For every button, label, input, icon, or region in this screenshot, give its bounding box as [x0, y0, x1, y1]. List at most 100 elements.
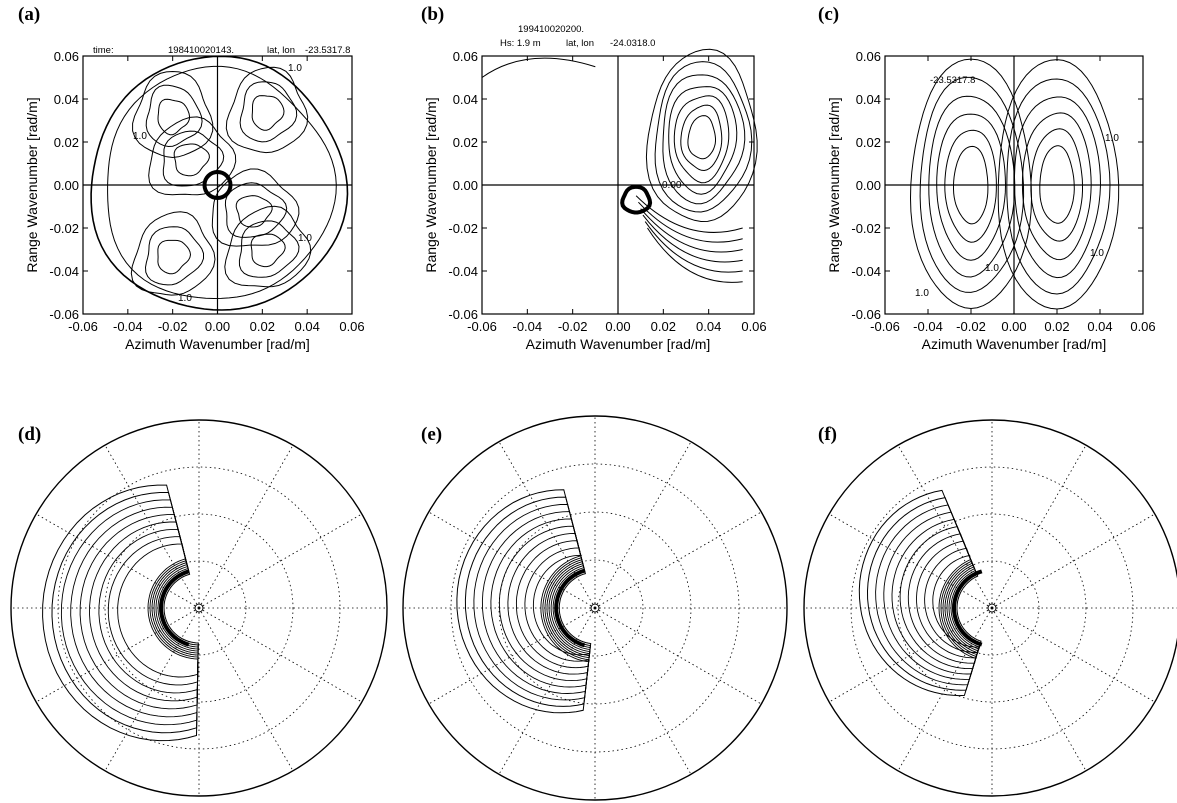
x-tick-label: 0.00 — [205, 319, 230, 334]
contour-line — [157, 239, 192, 275]
polar-contours — [456, 489, 592, 714]
x-tick-label: -0.06 — [870, 319, 900, 334]
panel-label: (b) — [421, 4, 444, 25]
y-tick-label: -0.06 — [49, 307, 79, 322]
contour-line — [42, 484, 199, 742]
header-text: -24.0318.0 — [610, 38, 655, 49]
contour-line — [211, 168, 300, 247]
y-axis-label: Range Wavenumber [rad/m] — [826, 97, 842, 272]
header-text: -23.5317.8 — [930, 75, 975, 86]
contour-line — [951, 569, 983, 647]
polar-ring — [944, 560, 1040, 656]
polar-ring — [151, 560, 247, 656]
contour-line — [620, 184, 653, 215]
y-tick-label: -0.04 — [448, 264, 478, 279]
polar-ring — [897, 513, 1087, 703]
contour-line — [997, 59, 1120, 310]
polar-outer-circle — [803, 419, 1177, 797]
y-tick-label: -0.02 — [851, 221, 881, 236]
contour-line — [90, 55, 349, 311]
polar-spoke — [198, 607, 294, 772]
contour-line — [490, 518, 591, 688]
contour-line — [173, 143, 210, 177]
x-tick-label: -0.02 — [956, 319, 986, 334]
x-tick-label: -0.02 — [558, 319, 588, 334]
contour-line — [224, 205, 312, 288]
contour-line — [638, 201, 743, 243]
x-tick-label: 0.00 — [1001, 319, 1026, 334]
contour-line — [642, 214, 743, 263]
polar-panel-d: (d) — [10, 419, 388, 797]
contour-line — [60, 499, 199, 726]
contour-line — [668, 86, 738, 195]
x-tick-label: 0.02 — [651, 319, 676, 334]
chart-panel-b: (b) 199410020200. Hs: 1.9 m lat, lon -24.031… — [421, 4, 767, 352]
contour-line — [202, 170, 233, 200]
y-tick-label: 0.06 — [856, 49, 881, 64]
header-text: lat, lon — [267, 45, 295, 56]
contour-line — [145, 84, 203, 148]
x-tick-label: 0.04 — [295, 319, 320, 334]
x-tick-label: -0.02 — [158, 319, 188, 334]
polar-spoke — [428, 607, 596, 705]
polar-contours — [858, 489, 983, 697]
polar-center-marker — [987, 603, 997, 613]
contour-line — [132, 70, 214, 159]
contour-line — [1039, 145, 1075, 224]
contour-line — [224, 182, 288, 238]
x-axis-label: Azimuth Wavenumber [rad/m] — [922, 336, 1107, 352]
y-tick-label: 0.06 — [54, 49, 79, 64]
contour-line — [891, 518, 979, 675]
contour-line — [932, 554, 981, 659]
contour-lines — [909, 58, 1120, 310]
panel-label: (c) — [818, 4, 839, 25]
contour-line — [687, 115, 716, 160]
polar-center-marker — [590, 603, 600, 613]
y-tick-label: 0.00 — [453, 178, 478, 193]
y-tick-label: 0.04 — [453, 92, 478, 107]
contour-lines — [481, 48, 758, 283]
polar-spoke — [35, 513, 200, 609]
y-tick-label: 0.00 — [54, 178, 79, 193]
contour-line — [107, 536, 199, 686]
contour-line — [1006, 78, 1111, 295]
contour-line — [498, 525, 590, 682]
x-tick-label: 0.06 — [339, 319, 364, 334]
polar-spoke — [991, 607, 1156, 703]
contour-line — [654, 61, 753, 213]
contour-line — [235, 195, 273, 228]
y-tick-label: 0.04 — [54, 92, 79, 107]
contour-line — [645, 48, 758, 223]
contour-line — [117, 543, 199, 678]
polar-spoke — [35, 607, 200, 703]
contour-line — [251, 95, 285, 131]
contour-label: 1.0 — [985, 263, 999, 274]
y-tick-label: 0.02 — [453, 135, 478, 150]
y-tick-label: -0.06 — [851, 307, 881, 322]
polar-spoke — [498, 441, 596, 609]
x-tick-label: -0.04 — [913, 319, 943, 334]
contour-label: 0.00 — [662, 180, 682, 191]
y-tick-label: 0.06 — [453, 49, 478, 64]
contour-line — [640, 208, 743, 253]
polar-spoke — [594, 607, 692, 775]
contour-line — [1021, 112, 1092, 261]
chart-panel-a: (a) time: 198410020143. lat, lon -23.5317.8 -… — [18, 4, 365, 352]
y-axis-label: Range Wavenumber [rad/m] — [24, 97, 40, 272]
contour-line — [944, 129, 997, 243]
header-text: -23.5317.8 — [305, 45, 350, 56]
header-text: time: — [93, 45, 114, 56]
contour-line — [647, 227, 743, 283]
x-tick-label: 0.04 — [1087, 319, 1112, 334]
header-text: Hs: 1.9 m — [500, 38, 541, 49]
contour-line — [239, 81, 298, 143]
contour-line — [456, 489, 592, 714]
x-axis-label: Azimuth Wavenumber [rad/m] — [125, 336, 310, 352]
panel-label: (e) — [421, 424, 442, 445]
contour-line — [507, 532, 590, 675]
contour-line — [916, 540, 977, 659]
contour-line — [928, 95, 1016, 278]
polar-panels: (d) (e) (f) — [10, 415, 1177, 801]
y-tick-label: -0.04 — [851, 264, 881, 279]
x-tick-label: 0.06 — [1130, 319, 1155, 334]
